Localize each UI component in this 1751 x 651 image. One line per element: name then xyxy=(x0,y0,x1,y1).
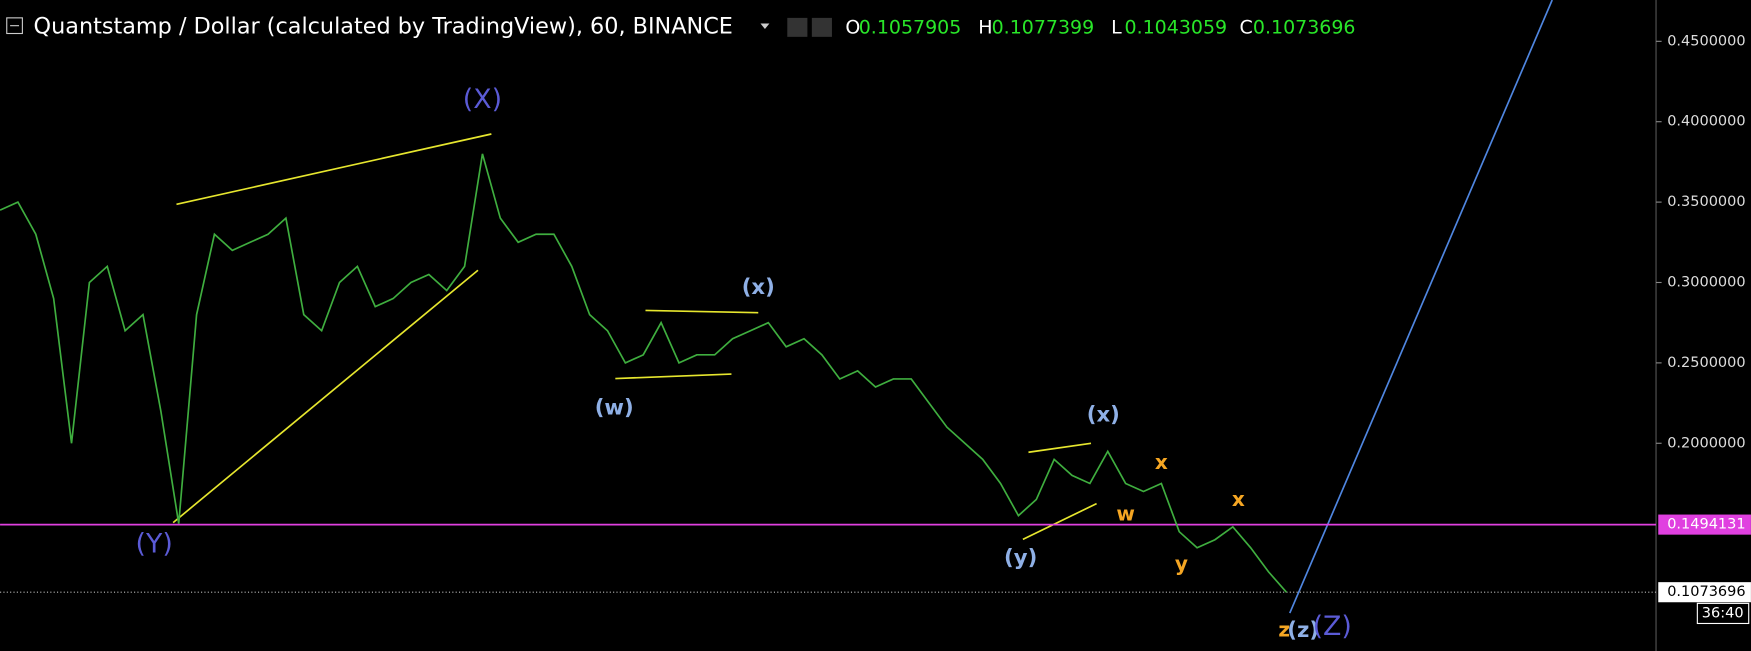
chart-title: Quantstamp / Dollar (calculated by Tradi… xyxy=(34,13,733,39)
wave-label: w xyxy=(1116,501,1135,525)
ohlc-label: H xyxy=(978,16,992,38)
wave-label: x xyxy=(1232,487,1245,511)
last-price-box xyxy=(1658,582,1751,603)
visibility-icon[interactable] xyxy=(787,17,808,37)
wave-label: (Z) xyxy=(1313,611,1352,642)
wave-label: y xyxy=(1175,552,1188,576)
wave-label: (x) xyxy=(1087,402,1120,427)
wave-label: (w) xyxy=(595,396,634,421)
wave-label: (Y) xyxy=(136,528,173,559)
dropdown-icon[interactable] xyxy=(760,23,770,30)
ohlc-value: 0.1077399 xyxy=(992,16,1095,38)
trend-line xyxy=(1028,442,1092,454)
wave-label: (z) xyxy=(1287,618,1319,643)
ohlc-value: 0.1043059 xyxy=(1125,16,1228,38)
ohlc-label: L xyxy=(1111,16,1122,38)
trend-line xyxy=(176,133,492,206)
settings-icon[interactable] xyxy=(811,17,832,37)
level-label: 0.1494131 xyxy=(1667,517,1745,533)
projection-line xyxy=(1289,0,1553,614)
last-price-label: 0.1073696 xyxy=(1667,584,1745,600)
drawings xyxy=(172,0,1553,614)
countdown-box xyxy=(1696,602,1750,625)
wave-label: z xyxy=(1278,617,1290,641)
wave-label: (x) xyxy=(742,275,775,300)
y-tick-label: 0.2000000 xyxy=(1667,435,1745,451)
wave-label: (y) xyxy=(1004,545,1037,570)
ohlc-label: O xyxy=(845,16,860,38)
y-tick-label: 0.2500000 xyxy=(1667,355,1745,371)
level-label-box xyxy=(1658,514,1751,535)
y-tick-label: 0.3000000 xyxy=(1667,274,1745,290)
wave-label: x xyxy=(1155,450,1168,474)
wave-label: (X) xyxy=(463,84,502,115)
ohlc-label: C xyxy=(1240,16,1253,38)
ohlc-value: 0.1073696 xyxy=(1253,16,1356,38)
countdown-label: 36:40 xyxy=(1702,605,1744,621)
y-tick-label: 0.4000000 xyxy=(1667,114,1745,130)
trend-line xyxy=(645,309,759,314)
price-line xyxy=(0,153,1288,593)
trend-line xyxy=(1022,502,1097,541)
collapse-icon[interactable] xyxy=(6,17,23,35)
y-tick-label: 0.3500000 xyxy=(1667,194,1745,210)
trend-line xyxy=(172,269,479,524)
y-tick-label: 0.4500000 xyxy=(1667,33,1745,49)
ohlc-value: 0.1057905 xyxy=(859,16,962,38)
trend-line xyxy=(615,373,732,380)
